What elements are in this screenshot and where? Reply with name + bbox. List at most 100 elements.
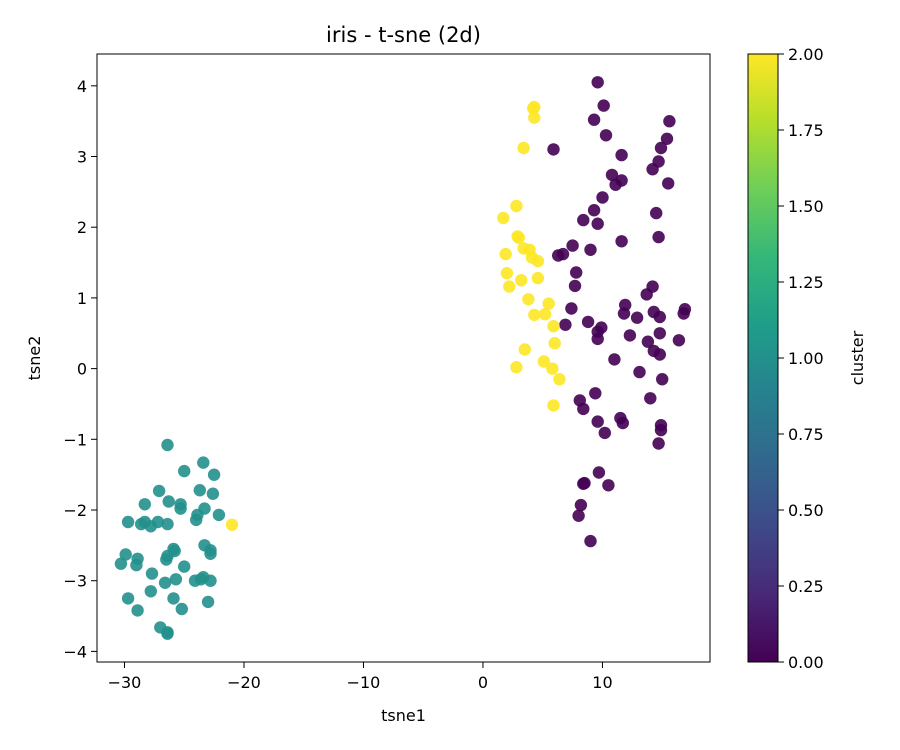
data-point-31 xyxy=(565,302,578,315)
data-point-113 xyxy=(201,595,215,609)
data-point-146 xyxy=(553,373,566,386)
y-tick-label: −3 xyxy=(63,572,87,591)
x-tick-label: −10 xyxy=(347,673,381,692)
data-point-11 xyxy=(605,168,619,182)
data-point-3 xyxy=(663,115,676,128)
x-tick-label: 0 xyxy=(478,673,488,692)
data-point-35 xyxy=(617,307,631,320)
data-point-18 xyxy=(577,213,590,227)
colorbar-tick-label: 1.75 xyxy=(788,121,824,140)
data-point-96 xyxy=(119,548,132,561)
data-point-139 xyxy=(538,308,552,321)
y-tick-label: −4 xyxy=(63,642,87,661)
colorbar-tick-label: 1.50 xyxy=(788,197,824,216)
data-point-134 xyxy=(515,274,528,287)
plot-frame xyxy=(96,53,711,663)
data-point-76 xyxy=(206,487,220,500)
data-point-77 xyxy=(162,495,175,508)
data-point-48 xyxy=(653,348,666,361)
data-point-46 xyxy=(641,335,655,348)
data-point-68 xyxy=(572,509,585,522)
data-point-137 xyxy=(542,297,555,310)
data-point-45 xyxy=(672,334,686,347)
colorbar-gradient xyxy=(748,54,778,662)
data-point-140 xyxy=(547,320,560,333)
data-point-14 xyxy=(609,178,622,191)
y-tick-label: −2 xyxy=(63,501,87,520)
data-point-55 xyxy=(577,402,590,416)
x-axis-label: tsne1 xyxy=(381,706,426,725)
data-point-67 xyxy=(574,498,588,512)
data-point-136 xyxy=(522,293,535,306)
data-point-138 xyxy=(528,308,541,322)
data-point-74 xyxy=(152,484,166,498)
data-point-95 xyxy=(204,547,217,560)
x-tick-label: −30 xyxy=(108,673,142,692)
data-point-5 xyxy=(660,132,674,145)
colorbar: 0.00 0.25 0.50 0.75 1.00 1.25 1.50 1.75 2.00 clu… xyxy=(747,45,867,672)
data-point-131 xyxy=(531,254,545,268)
data-point-129 xyxy=(499,247,512,261)
data-point-102 xyxy=(178,560,191,573)
colorbar-tick-label: 1.25 xyxy=(788,273,824,292)
data-point-124 xyxy=(497,211,510,225)
data-point-144 xyxy=(510,361,523,374)
data-point-141 xyxy=(548,337,561,350)
data-point-57 xyxy=(591,415,604,428)
data-point-111 xyxy=(121,592,135,605)
data-point-61 xyxy=(598,426,611,440)
x-tick-label: −20 xyxy=(227,673,261,692)
data-point-99 xyxy=(160,553,173,566)
data-point-118 xyxy=(161,627,174,640)
data-point-8 xyxy=(615,148,628,162)
data-point-20 xyxy=(652,230,665,244)
data-point-50 xyxy=(633,365,646,379)
y-axis-label: tsne2 xyxy=(25,336,44,381)
data-point-60 xyxy=(654,423,668,437)
y-tick-label: 0 xyxy=(77,360,87,379)
data-point-66 xyxy=(602,479,615,492)
y-tick-label: 2 xyxy=(77,218,87,237)
data-point-58 xyxy=(616,416,629,430)
data-point-121 xyxy=(528,111,541,124)
data-point-123 xyxy=(510,199,523,213)
data-point-100 xyxy=(114,557,128,570)
data-point-29 xyxy=(640,288,653,301)
data-point-85 xyxy=(121,515,135,529)
data-point-36 xyxy=(653,310,666,324)
colorbar-tick-label: 0.50 xyxy=(788,501,824,520)
colorbar-ticks: 0.00 0.25 0.50 0.75 1.00 1.25 1.50 1.75 2.00 xyxy=(778,45,824,672)
colorbar-tick-label: 0.25 xyxy=(788,577,824,596)
data-point-107 xyxy=(188,574,202,587)
data-point-82 xyxy=(212,508,226,522)
data-point-73 xyxy=(207,468,221,481)
data-point-135 xyxy=(503,280,516,293)
data-point-21 xyxy=(615,235,628,248)
data-point-90 xyxy=(144,520,157,533)
data-point-78 xyxy=(138,498,151,511)
data-point-115 xyxy=(131,604,144,617)
data-point-120 xyxy=(527,102,540,115)
data-point-51 xyxy=(656,373,669,386)
data-point-110 xyxy=(144,585,157,598)
scatter-points xyxy=(114,76,692,640)
colorbar-tick-label: 0.75 xyxy=(788,425,824,444)
colorbar-tick-label: 0.00 xyxy=(788,653,824,672)
data-point-65 xyxy=(577,477,590,490)
data-point-22 xyxy=(566,239,579,252)
data-point-44 xyxy=(591,332,604,346)
data-point-6 xyxy=(654,141,668,155)
data-point-122 xyxy=(517,141,530,155)
data-point-142 xyxy=(518,343,531,356)
data-point-101 xyxy=(130,558,143,572)
data-point-132 xyxy=(500,267,514,280)
colorbar-tick-label: 2.00 xyxy=(788,45,824,64)
data-point-52 xyxy=(589,387,602,400)
data-point-126 xyxy=(512,231,525,244)
data-point-16 xyxy=(587,204,601,217)
data-point-4 xyxy=(599,129,613,142)
data-point-1 xyxy=(597,99,610,112)
data-point-34 xyxy=(677,307,690,320)
data-point-38 xyxy=(581,315,595,329)
